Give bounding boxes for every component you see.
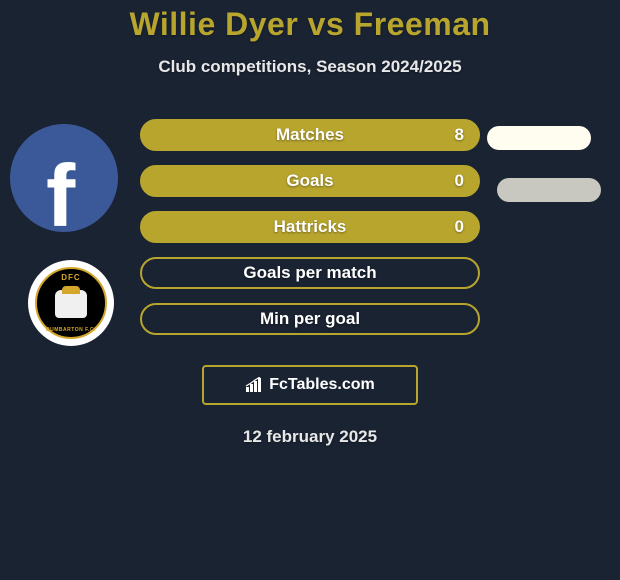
subtitle: Club competitions, Season 2024/2025	[158, 57, 461, 77]
stat-value: 0	[455, 217, 464, 237]
stat-bar-goals-per-match: Goals per match	[140, 257, 480, 289]
crest-top-text: DFC	[61, 273, 80, 282]
stat-bar-hattricks: Hattricks 0	[140, 211, 480, 243]
comparison-pill-2	[497, 178, 601, 202]
stat-bar-min-per-goal: Min per goal	[140, 303, 480, 335]
crest-bottom-text: DUMBARTON F.C.	[46, 327, 96, 333]
facebook-icon: f	[46, 152, 75, 232]
stat-bar-goals: Goals 0	[140, 165, 480, 197]
stat-value: 8	[455, 125, 464, 145]
comparison-pill-1	[487, 126, 591, 150]
stats-list: Matches 8 Goals 0 Hattricks 0 Goals per …	[140, 119, 480, 335]
crest-emblem	[55, 290, 87, 318]
stat-value: 0	[455, 171, 464, 191]
stat-label: Matches	[156, 125, 464, 145]
stat-label: Goals per match	[156, 263, 464, 283]
brand-box[interactable]: FcTables.com	[202, 365, 418, 405]
brand-text: FcTables.com	[269, 376, 375, 394]
stat-bar-matches: Matches 8	[140, 119, 480, 151]
club-crest: DFC DUMBARTON F.C.	[35, 267, 107, 339]
stat-label: Min per goal	[156, 309, 464, 329]
stat-label: Hattricks	[156, 217, 464, 237]
date-text: 12 february 2025	[243, 427, 377, 447]
chart-icon	[245, 377, 265, 393]
page-title: Willie Dyer vs Freeman	[129, 6, 490, 43]
player2-avatar[interactable]: DFC DUMBARTON F.C.	[28, 260, 114, 346]
player1-avatar[interactable]: f	[10, 124, 118, 232]
stat-label: Goals	[156, 171, 464, 191]
